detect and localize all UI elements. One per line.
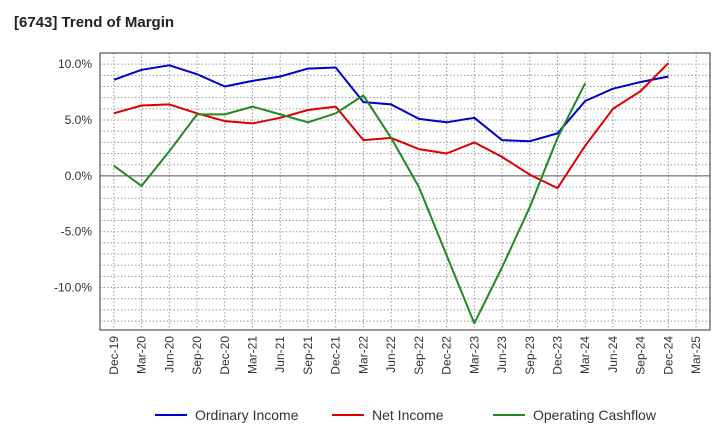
x-tick-label: Jun-24 bbox=[606, 336, 620, 373]
legend: Ordinary Income Net Income Operating Cashf… bbox=[155, 407, 657, 423]
x-tick-label: Dec-19 bbox=[107, 336, 121, 375]
chart-title: [6743] Trend of Margin bbox=[14, 14, 175, 31]
x-tick-label: Sep-21 bbox=[301, 336, 315, 375]
x-tick-label: Dec-20 bbox=[218, 336, 232, 375]
x-tick-label: Mar-20 bbox=[135, 336, 149, 374]
x-tick-label: Dec-21 bbox=[329, 336, 343, 375]
y-tick-label: 10.0% bbox=[58, 57, 92, 71]
y-tick-label: -5.0% bbox=[61, 225, 93, 239]
legend-label: Net Income bbox=[372, 407, 444, 423]
x-tick-label: Mar-21 bbox=[246, 336, 260, 374]
x-tick-label: Mar-25 bbox=[689, 336, 703, 374]
y-tick-label: 5.0% bbox=[65, 113, 93, 127]
x-tick-label: Sep-22 bbox=[412, 336, 426, 375]
legend-label: Operating Cashflow bbox=[533, 407, 657, 423]
y-tick-label: -10.0% bbox=[54, 281, 92, 295]
x-tick-label: Dec-22 bbox=[440, 336, 454, 375]
x-tick-label: Sep-24 bbox=[634, 336, 648, 375]
legend-label: Ordinary Income bbox=[195, 407, 299, 423]
x-tick-label: Jun-20 bbox=[162, 336, 176, 373]
x-tick-label: Jun-22 bbox=[384, 336, 398, 373]
y-tick-label: 0.0% bbox=[65, 169, 93, 183]
x-tick-label: Mar-24 bbox=[578, 336, 592, 374]
x-tick-label: Jun-21 bbox=[273, 336, 287, 373]
series-line-ordinary-income bbox=[113, 64, 669, 143]
x-tick-label: Dec-23 bbox=[551, 336, 565, 375]
x-tick-label: Mar-22 bbox=[356, 336, 370, 374]
axes: 10.0% 5.0% 0.0% -5.0% -10.0% Dec-19 Mar-20 Jun-… bbox=[54, 57, 703, 375]
x-tick-label: Mar-23 bbox=[467, 336, 481, 374]
x-tick-label: Jun-23 bbox=[495, 336, 509, 373]
series-line-operating-cashflow bbox=[113, 82, 587, 325]
x-tick-label: Dec-24 bbox=[661, 336, 675, 375]
x-tick-label: Sep-23 bbox=[523, 336, 537, 375]
grid-lines bbox=[100, 52, 710, 330]
series-lines bbox=[113, 62, 670, 325]
x-tick-label: Sep-20 bbox=[190, 336, 204, 375]
plot-area-frame bbox=[99, 52, 711, 331]
